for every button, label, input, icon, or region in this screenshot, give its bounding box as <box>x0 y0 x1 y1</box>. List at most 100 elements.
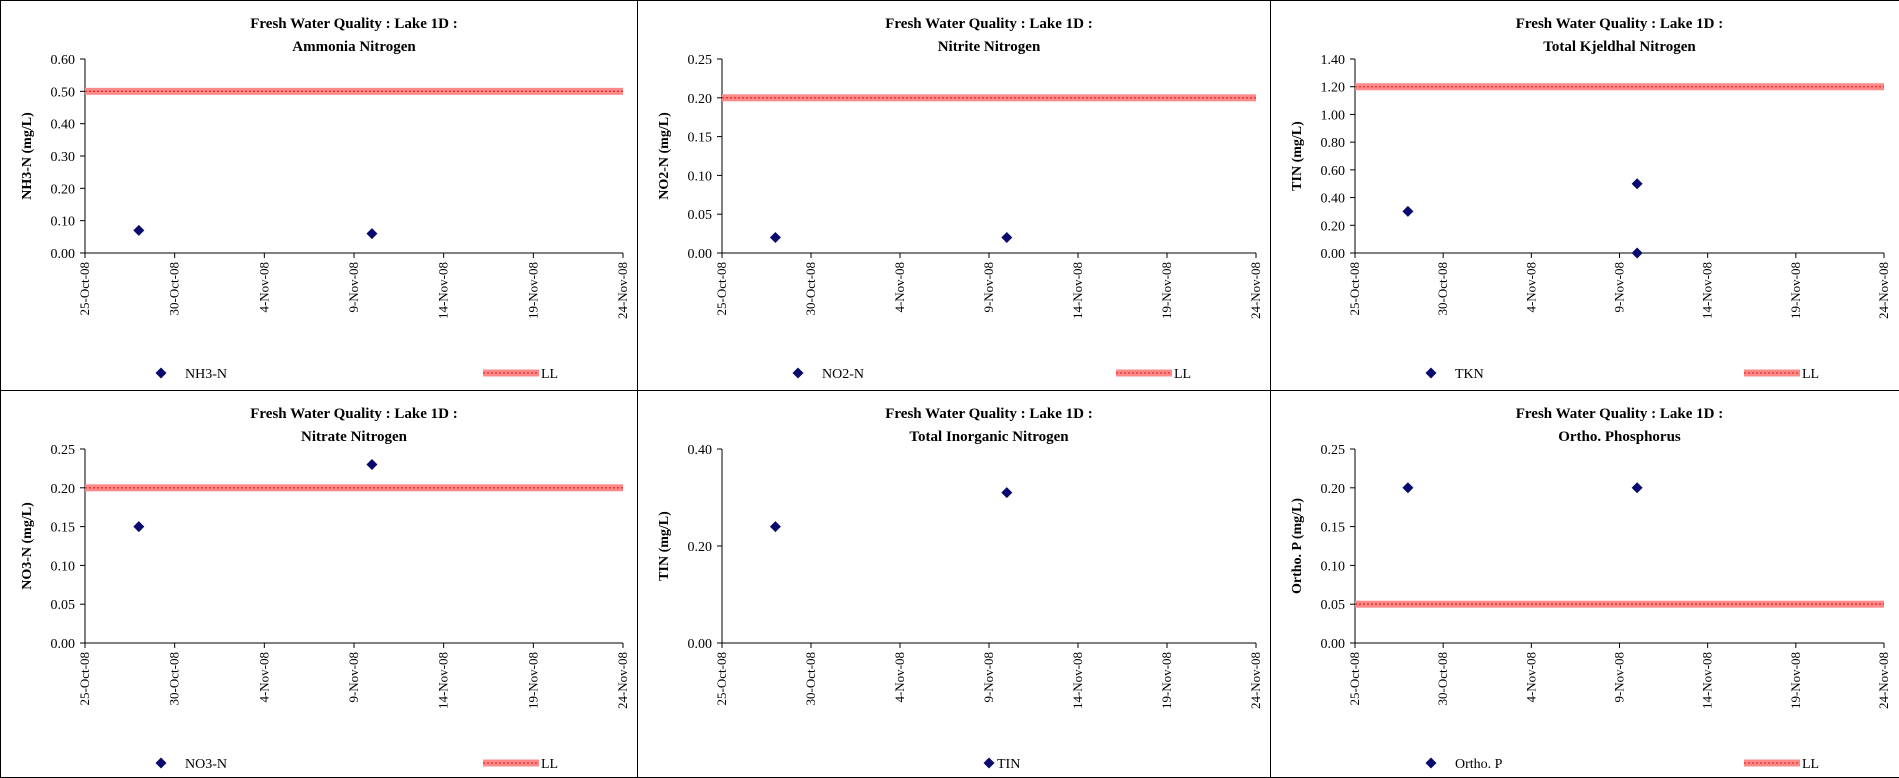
chart-title: Fresh Water Quality : Lake 1D : <box>885 406 1093 422</box>
y-axis-label: NO3-N (mg/L) <box>20 502 35 590</box>
y-tick-label: 0.80 <box>1321 136 1346 151</box>
y-axis-label: Ortho. P (mg/L) <box>1290 498 1305 594</box>
chart-title: Fresh Water Quality : Lake 1D : <box>1516 406 1724 422</box>
y-tick-label: 0.60 <box>1321 164 1346 179</box>
x-tick-label: 24-Nov-08 <box>1876 652 1891 709</box>
chart-svg: Fresh Water Quality : Lake 1D : Total Kje… <box>1290 16 1891 382</box>
x-tick-label: 30-Oct-08 <box>803 262 818 315</box>
legend-marker <box>155 757 167 769</box>
chart-panel-3: Fresh Water Quality : Lake 1D : Total Kje… <box>1270 0 1899 392</box>
x-tick-label: 24-Nov-08 <box>615 262 630 319</box>
data-point <box>133 521 145 533</box>
chart-svg: Fresh Water Quality : Lake 1D : Nitrite N… <box>657 16 1263 382</box>
y-tick-label: 0.15 <box>51 521 76 536</box>
chart-subtitle: Ortho. Phosphorus <box>1558 429 1681 445</box>
x-tick-label: 9-Nov-08 <box>981 262 996 313</box>
legend: TKN LL <box>1425 367 1819 382</box>
x-tick-label: 9-Nov-08 <box>346 652 361 703</box>
x-tick-label: 9-Nov-08 <box>981 652 996 703</box>
data-point <box>769 521 781 533</box>
x-tick-label: 14-Nov-08 <box>1070 262 1085 319</box>
y-tick-label: 0.10 <box>51 215 76 230</box>
y-tick-label: 0.20 <box>51 182 76 197</box>
x-tick-label: 19-Nov-08 <box>525 262 540 319</box>
x-tick-label: 14-Nov-08 <box>1700 652 1715 709</box>
x-tick-label: 9-Nov-08 <box>346 262 361 313</box>
x-tick-label: 30-Oct-08 <box>1435 262 1450 315</box>
x-tick-label: 24-Nov-08 <box>1248 262 1263 319</box>
y-tick-label: 0.00 <box>1321 637 1346 652</box>
legend-limit-swatch <box>1116 369 1172 377</box>
legend-label: TIN <box>997 757 1020 772</box>
y-tick-label: 0.05 <box>51 598 76 613</box>
legend-marker <box>983 757 995 769</box>
x-tick-label: 30-Oct-08 <box>1435 652 1450 705</box>
legend-marker <box>1425 757 1437 769</box>
x-tick-label: 19-Nov-08 <box>1159 262 1174 319</box>
data-point <box>1402 482 1414 494</box>
y-tick-label: 0.00 <box>1321 247 1346 262</box>
y-tick-label: 0.60 <box>51 53 76 68</box>
y-tick-label: 0.20 <box>1321 219 1346 234</box>
chart-svg: Fresh Water Quality : Lake 1D : Ortho. Ph… <box>1290 406 1891 772</box>
limit-line-ll <box>1355 83 1884 91</box>
x-tick-label: 25-Oct-08 <box>714 262 729 315</box>
x-tick-label: 30-Oct-08 <box>803 652 818 705</box>
chart-svg: Fresh Water Quality : Lake 1D : Nitrate N… <box>20 406 630 772</box>
data-point <box>1631 482 1643 494</box>
limit-line-ll <box>85 484 623 492</box>
chart-panel-1: Fresh Water Quality : Lake 1D : Ammonia N… <box>0 0 639 392</box>
chart-svg: Fresh Water Quality : Lake 1D : Ammonia N… <box>20 16 630 382</box>
x-tick-label: 4-Nov-08 <box>256 262 271 313</box>
y-tick-label: 0.20 <box>51 482 76 497</box>
chart-subtitle: Ammonia Nitrogen <box>292 39 416 55</box>
x-tick-label: 25-Oct-08 <box>1347 652 1362 705</box>
y-tick-label: 0.20 <box>688 540 713 555</box>
y-tick-label: 0.20 <box>688 92 713 107</box>
legend-label: LL <box>1802 367 1819 382</box>
x-tick-label: 19-Nov-08 <box>1788 652 1803 709</box>
y-tick-label: 0.05 <box>1321 598 1346 613</box>
y-tick-label: 0.15 <box>688 131 713 146</box>
data-point <box>1402 205 1414 217</box>
y-axis-label: TIN (mg/L) <box>1290 121 1305 191</box>
limit-line-ll <box>722 94 1256 102</box>
chart-panel-4: Fresh Water Quality : Lake 1D : Nitrate N… <box>0 390 639 778</box>
chart-title: Fresh Water Quality : Lake 1D : <box>885 16 1093 32</box>
legend: TIN <box>983 757 1020 772</box>
y-tick-label: 0.40 <box>688 443 713 458</box>
y-tick-label: 1.00 <box>1321 108 1346 123</box>
x-tick-label: 25-Oct-08 <box>714 652 729 705</box>
x-tick-label: 9-Nov-08 <box>1612 652 1627 703</box>
x-tick-label: 24-Nov-08 <box>1248 652 1263 709</box>
legend-limit-swatch <box>1744 759 1800 767</box>
legend-label: Ortho. P <box>1455 757 1503 772</box>
legend-label: LL <box>1802 757 1819 772</box>
legend-label: TKN <box>1455 367 1484 382</box>
chart-panel-5: Fresh Water Quality : Lake 1D : Total Ino… <box>637 390 1272 778</box>
x-tick-label: 14-Nov-08 <box>1070 652 1085 709</box>
limit-line-ll <box>85 87 623 95</box>
legend-limit-swatch <box>483 759 539 767</box>
y-tick-label: 0.00 <box>51 637 76 652</box>
legend: Ortho. P LL <box>1425 757 1819 772</box>
chart-subtitle: Total Inorganic Nitrogen <box>909 429 1069 445</box>
y-tick-label: 0.10 <box>51 559 76 574</box>
y-tick-label: 0.00 <box>688 637 713 652</box>
x-tick-label: 14-Nov-08 <box>436 652 451 709</box>
x-tick-label: 14-Nov-08 <box>1700 262 1715 319</box>
y-tick-label: 0.00 <box>51 247 76 262</box>
legend-label: LL <box>1174 367 1191 382</box>
legend-marker <box>792 367 804 379</box>
legend-marker <box>155 367 167 379</box>
chart-svg: Fresh Water Quality : Lake 1D : Total Ino… <box>657 406 1263 772</box>
limit-line-ll <box>1355 600 1884 608</box>
legend-label: NO3-N <box>185 757 227 772</box>
data-point <box>366 459 378 471</box>
chart-title: Fresh Water Quality : Lake 1D : <box>250 406 458 422</box>
x-tick-label: 4-Nov-08 <box>892 652 907 703</box>
y-axis-label: TIN (mg/L) <box>657 511 672 581</box>
data-point <box>1001 487 1013 499</box>
data-point <box>769 231 781 243</box>
